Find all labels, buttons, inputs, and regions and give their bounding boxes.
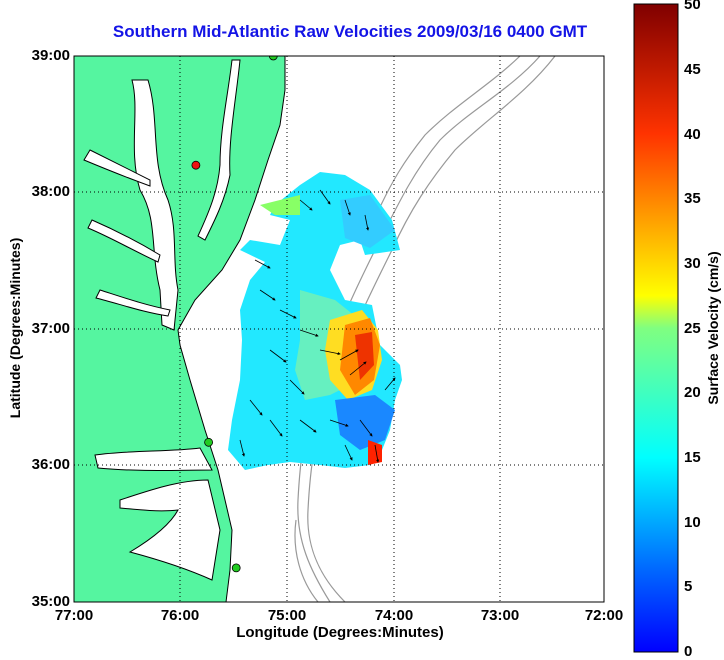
- station-virginia: [204, 437, 214, 447]
- ytick-37: 37:00: [31, 320, 70, 337]
- station-north: [268, 56, 278, 61]
- graticule: [74, 56, 604, 602]
- cbtick-45: 45: [684, 61, 701, 78]
- xtick-77: 77:00: [54, 607, 94, 624]
- xtick-74: 74:00: [374, 607, 414, 624]
- cbtick-5: 5: [684, 578, 693, 595]
- cbtick-15: 15: [684, 449, 701, 466]
- ytick-39: 39:00: [31, 47, 70, 64]
- map-title: Southern Mid-Atlantic Raw Velocities 200…: [112, 22, 588, 41]
- ytick-38: 38:00: [31, 183, 70, 200]
- x-axis-label: Longitude (Degrees:Minutes): [236, 624, 444, 641]
- cbtick-10: 10: [684, 514, 701, 531]
- cbtick-25: 25: [684, 320, 701, 337]
- colorbar: [633, 3, 679, 653]
- colorbar-label: Surface Velocity (cm/s): [705, 251, 721, 405]
- ytick-36: 36:00: [31, 456, 70, 473]
- cbtick-30: 30: [684, 255, 701, 272]
- cbtick-50: 50: [684, 0, 701, 13]
- ytick-35: 35:00: [31, 593, 70, 610]
- xtick-75: 75:00: [267, 607, 307, 624]
- radar-stations: [191, 56, 278, 573]
- xtick-72: 72:00: [584, 607, 624, 624]
- chesapeake-bay: [83, 59, 241, 331]
- cbtick-35: 35: [684, 190, 701, 207]
- xtick-76: 76:00: [160, 607, 200, 624]
- station-delaware: [191, 160, 201, 170]
- cbtick-20: 20: [684, 384, 701, 401]
- xtick-73: 73:00: [480, 607, 520, 624]
- y-axis-label: Latitude (Degrees:Minutes): [7, 237, 23, 419]
- station-carolina: [231, 563, 241, 573]
- cbtick-40: 40: [684, 126, 701, 143]
- cbtick-0: 0: [684, 643, 693, 660]
- velocity-vectors: [239, 189, 396, 463]
- map-frame: [73, 55, 605, 603]
